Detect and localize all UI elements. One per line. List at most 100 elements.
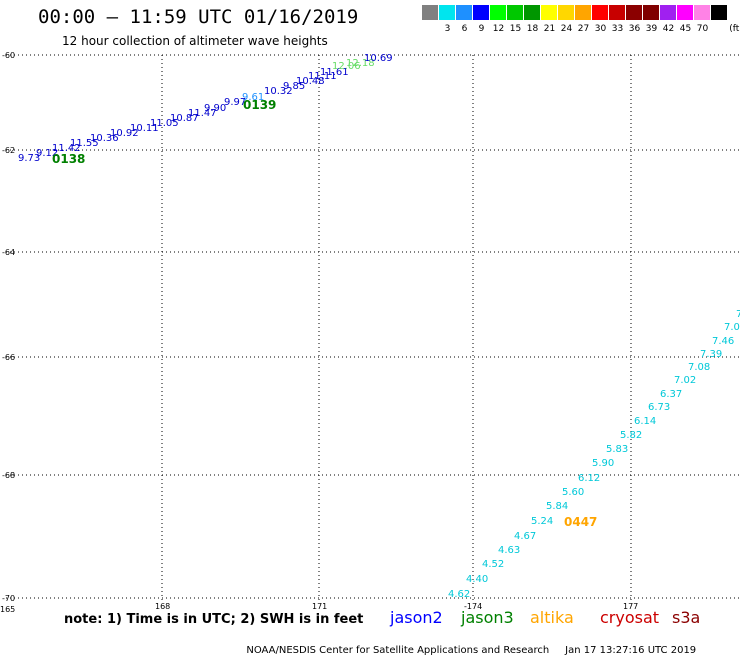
legend-swatch: [422, 5, 439, 20]
legend-unit: (ft): [729, 24, 740, 34]
satellite-name: s3a: [672, 608, 701, 627]
legend-swatch: [490, 5, 507, 20]
swh-value: 7.39: [700, 349, 722, 360]
legend-swatch: [711, 5, 728, 20]
swh-value: 7.46: [712, 336, 734, 347]
longitude-label: 171: [312, 602, 327, 611]
agency-credit: NOAA/NESDIS Center for Satellite Applica…: [246, 645, 550, 656]
swh-value: 4.67: [514, 531, 536, 542]
latitude-labels: -60 -62 -64 -66 -68 -70: [2, 51, 15, 603]
swh-value: 9.73: [18, 153, 40, 164]
swh-value: 4.62: [448, 589, 470, 600]
swh-value: 11.47: [188, 108, 217, 119]
swh-value: 12.18: [346, 58, 375, 69]
legend-swatch: [524, 5, 541, 20]
footer-credit: NOAA/NESDIS Center for Satellite Applica…: [240, 634, 696, 656]
swh-value: 5.60: [562, 487, 584, 498]
swh-value: 7.08: [688, 362, 710, 373]
swh-value: 10.36: [90, 133, 119, 144]
generated-timestamp: Jan 17 13:27:16 UTC 2019: [565, 645, 697, 656]
longitude-label: 165: [0, 605, 15, 614]
swh-value: 9.85: [283, 81, 305, 92]
swh-value: 12.06: [332, 61, 361, 72]
legend-swatch: [456, 5, 473, 20]
satellite-name: cryosat: [600, 608, 660, 627]
satellite-name: jason3: [461, 608, 514, 627]
swh-value: 5.83: [606, 444, 628, 455]
legend-swatch: [609, 5, 626, 20]
legend-swatch: [643, 5, 660, 20]
legend-label: 18: [526, 24, 539, 34]
swh-value: 9.61: [242, 92, 264, 103]
legend-swatch: [558, 5, 575, 20]
swh-value: 10.92: [110, 128, 139, 139]
latitude-label: -70: [2, 594, 15, 603]
swh-value: 10.32: [264, 86, 293, 97]
legend-swatch: [439, 5, 456, 20]
swh-value: 6.73: [648, 402, 670, 413]
footnote: note: 1) Time is in UTC; 2) SWH is in fe…: [64, 612, 364, 627]
pass-labels: 0138 0139 0447: [52, 98, 597, 529]
legend-label: 6: [461, 24, 468, 34]
legend-swatch: [507, 5, 524, 20]
swh-value: 10.87: [170, 113, 199, 124]
legend-swatch: [473, 5, 490, 20]
swh-value: 11.61: [320, 67, 349, 78]
legend-swatch: [541, 5, 558, 20]
legend-label: 30: [594, 24, 607, 34]
legend-label: 70: [696, 24, 709, 34]
longitude-labels: 165 168 171 -174 177: [0, 602, 638, 614]
swh-value: 10.11: [130, 123, 159, 134]
latitude-label: -64: [2, 248, 15, 257]
longitude-label: -174: [464, 602, 482, 611]
legend-swatch: [694, 5, 711, 20]
swh-value: 11.11: [308, 71, 337, 82]
map-subtitle: 12 hour collection of altimeter wave hei…: [62, 34, 328, 48]
swh-value: 4.52: [482, 559, 504, 570]
latitude-label: -68: [2, 471, 15, 480]
altimeter-track-lower: 4.62 4.40 4.52 4.63 4.67 5.24 5.84 5.60 6.12 5.90…: [448, 309, 740, 600]
pass-number-label: 0139: [243, 98, 276, 112]
swh-value: 5.90: [592, 458, 614, 469]
longitude-label: 168: [155, 602, 170, 611]
swh-value: 5.84: [546, 501, 568, 512]
swh-value: 5.82: [620, 430, 642, 441]
swh-value: 4.40: [466, 574, 488, 585]
legend-label: 39: [645, 24, 658, 34]
legend-label: 27: [577, 24, 590, 34]
graticule: [6, 54, 740, 600]
swh-value: 9.90: [204, 103, 226, 114]
swh-value: 11.05: [150, 118, 179, 129]
altimeter-track-upper: 9.739.1211.4211.5510.3610.9210.1111.0510…: [18, 53, 393, 164]
legend-label: 9: [478, 24, 485, 34]
swh-value: 4.63: [498, 545, 520, 556]
legend-label: 24: [560, 24, 573, 34]
swh-value: 7: [736, 309, 740, 320]
satellite-name: jason2: [390, 608, 443, 627]
legend-label: 15: [509, 24, 522, 34]
legend-swatch: [677, 5, 694, 20]
latitude-label: -60: [2, 51, 15, 60]
legend-label: 45: [679, 24, 692, 34]
satellite-name: altika: [530, 608, 574, 627]
pass-number-label: 0447: [564, 515, 597, 529]
longitude-label: 177: [623, 602, 638, 611]
legend-swatch: [575, 5, 592, 20]
legend-swatch: [626, 5, 643, 20]
swh-value: 7.02: [674, 375, 696, 386]
legend-swatch: [592, 5, 609, 20]
legend-label: 42: [662, 24, 675, 34]
swh-value: 9.97: [224, 97, 246, 108]
latitude-label: -62: [2, 146, 15, 155]
legend-label: 33: [611, 24, 624, 34]
legend-swatch: [660, 5, 677, 20]
swh-value: 7.0: [724, 322, 740, 333]
swh-value: 6.12: [578, 473, 600, 484]
legend-label: 3: [444, 24, 451, 34]
pass-number-label: 0138: [52, 152, 85, 166]
swh-value: 11.55: [70, 138, 99, 149]
swh-value: 6.37: [660, 389, 682, 400]
swh-value: 11.42: [52, 143, 81, 154]
map-title: 00:00 – 11:59 UTC 01/16/2019: [38, 6, 359, 28]
